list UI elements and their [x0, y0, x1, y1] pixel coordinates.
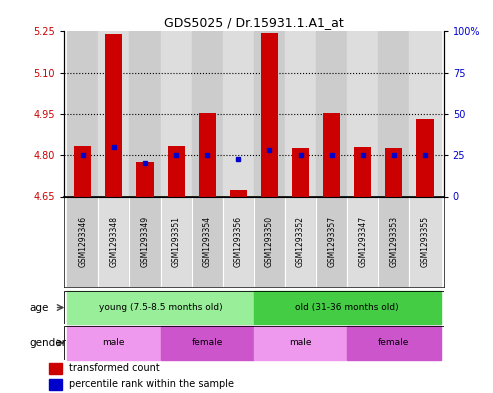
- Text: GSM1293349: GSM1293349: [141, 216, 149, 267]
- Bar: [347, 326, 441, 360]
- Bar: [410, 31, 441, 196]
- Bar: [199, 113, 216, 196]
- Bar: [161, 326, 254, 360]
- Text: GSM1293346: GSM1293346: [78, 216, 87, 267]
- Bar: [254, 291, 441, 324]
- Bar: [161, 31, 192, 196]
- Bar: [417, 119, 433, 196]
- Bar: [130, 196, 161, 287]
- Text: age: age: [30, 303, 49, 312]
- Bar: [168, 146, 185, 196]
- Text: transformed count: transformed count: [69, 363, 160, 373]
- Bar: [74, 146, 91, 196]
- Text: GSM1293355: GSM1293355: [421, 216, 429, 267]
- Bar: [354, 147, 371, 196]
- Bar: [49, 379, 62, 390]
- Bar: [254, 31, 285, 196]
- Text: male: male: [103, 338, 125, 347]
- Bar: [130, 31, 161, 196]
- Bar: [347, 196, 378, 287]
- Bar: [161, 196, 192, 287]
- Bar: [67, 196, 98, 287]
- Text: GSM1293347: GSM1293347: [358, 216, 367, 267]
- Bar: [254, 326, 347, 360]
- Bar: [285, 31, 316, 196]
- Text: young (7.5-8.5 months old): young (7.5-8.5 months old): [99, 303, 222, 312]
- Bar: [378, 196, 410, 287]
- Bar: [67, 291, 254, 324]
- Text: GSM1293351: GSM1293351: [172, 216, 180, 267]
- Text: gender: gender: [30, 338, 67, 348]
- Text: male: male: [289, 338, 312, 347]
- Bar: [137, 162, 153, 196]
- Bar: [49, 363, 62, 374]
- Bar: [230, 190, 247, 196]
- Bar: [98, 196, 130, 287]
- Text: female: female: [378, 338, 410, 347]
- Text: GSM1293356: GSM1293356: [234, 216, 243, 267]
- Bar: [261, 33, 278, 196]
- Bar: [378, 31, 410, 196]
- Text: GSM1293350: GSM1293350: [265, 216, 274, 267]
- Text: GSM1293357: GSM1293357: [327, 216, 336, 267]
- Text: GSM1293354: GSM1293354: [203, 216, 211, 267]
- Text: female: female: [192, 338, 223, 347]
- Bar: [192, 31, 223, 196]
- Title: GDS5025 / Dr.15931.1.A1_at: GDS5025 / Dr.15931.1.A1_at: [164, 16, 344, 29]
- Text: GSM1293353: GSM1293353: [389, 216, 398, 267]
- Text: percentile rank within the sample: percentile rank within the sample: [69, 379, 234, 389]
- Bar: [316, 31, 347, 196]
- Bar: [316, 196, 347, 287]
- Bar: [285, 196, 316, 287]
- Bar: [410, 196, 441, 287]
- Bar: [347, 31, 378, 196]
- Bar: [192, 196, 223, 287]
- Bar: [67, 326, 161, 360]
- Text: GSM1293348: GSM1293348: [109, 216, 118, 267]
- Bar: [98, 31, 130, 196]
- Bar: [386, 149, 402, 196]
- Bar: [223, 31, 254, 196]
- Bar: [292, 149, 309, 196]
- Bar: [67, 31, 98, 196]
- Text: GSM1293352: GSM1293352: [296, 216, 305, 267]
- Bar: [223, 196, 254, 287]
- Bar: [323, 113, 340, 196]
- Bar: [106, 34, 122, 197]
- Text: old (31-36 months old): old (31-36 months old): [295, 303, 399, 312]
- Bar: [254, 196, 285, 287]
